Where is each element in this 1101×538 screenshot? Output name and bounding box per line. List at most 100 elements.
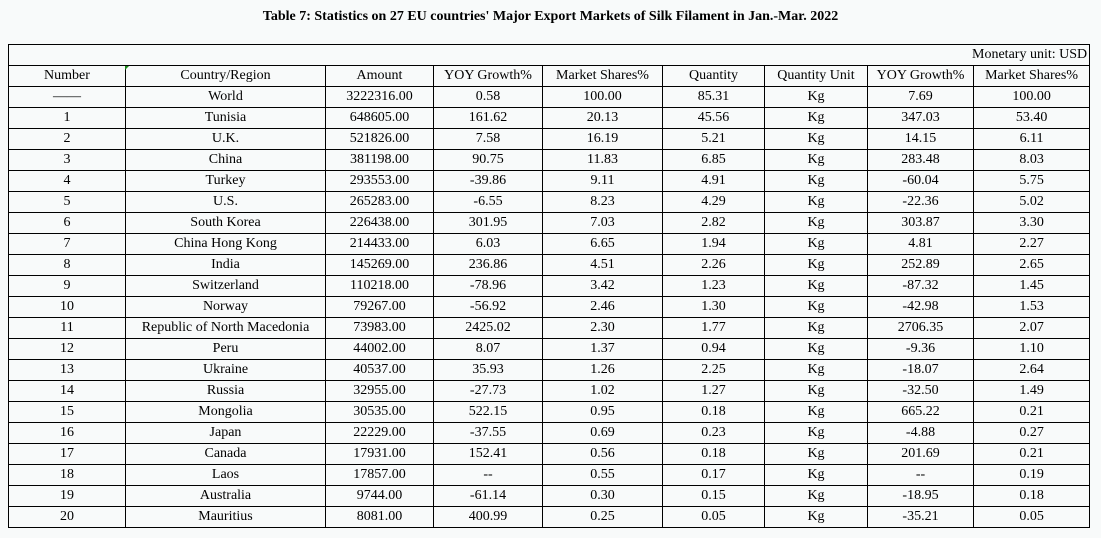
table-cell: Russia: [125, 380, 326, 402]
table-cell: Kg: [764, 338, 868, 360]
table-cell: 214433.00: [325, 233, 434, 255]
table-cell: 53.40: [972, 107, 1091, 129]
table-cell: 15: [8, 401, 126, 423]
table-cell: Mongolia: [125, 401, 326, 423]
table-cell: 9: [8, 275, 126, 297]
table-cell: 1.30: [662, 296, 765, 318]
table-cell: -32.50: [867, 380, 974, 402]
table-cell: 1.23: [662, 275, 765, 297]
table-cell: -18.95: [867, 485, 974, 507]
table-cell: 2.65: [972, 254, 1091, 276]
table-cell: U.S.: [125, 191, 326, 213]
table-cell: 0.58: [433, 86, 543, 108]
table-cell: 8.07: [433, 338, 543, 360]
table-row: 19 Australia 9744.00 -61.14 0.30 0.15 Kg -18.95…: [8, 485, 1091, 507]
table-cell: 9.11: [542, 170, 663, 192]
table-cell: Kg: [764, 107, 868, 129]
table-cell: 301.95: [433, 212, 543, 234]
table-cell: Kg: [764, 254, 868, 276]
table-cell: Australia: [125, 485, 326, 507]
table-cell: 90.75: [433, 149, 543, 171]
table-cell: Kg: [764, 170, 868, 192]
table-cell: 16.19: [542, 128, 663, 150]
table-cell: 4.29: [662, 191, 765, 213]
table-cell: 13: [8, 359, 126, 381]
table-cell: Kg: [764, 149, 868, 171]
table-cell: 283.48: [867, 149, 974, 171]
table-cell: 5.75: [972, 170, 1091, 192]
table-cell: 648605.00: [325, 107, 434, 129]
table-cell: 3222316.00: [325, 86, 434, 108]
table-cell: 522.15: [433, 401, 543, 423]
table-cell: Kg: [764, 233, 868, 255]
table-cell: 8.03: [972, 149, 1091, 171]
table-row: 9 Switzerland 110218.00 -78.96 3.42 1.23 Kg -87…: [8, 275, 1091, 297]
table-cell: 17857.00: [325, 464, 434, 486]
table-cell: -4.88: [867, 422, 974, 444]
table-cell: 6.03: [433, 233, 543, 255]
table-cell: Kg: [764, 464, 868, 486]
table-cell: 79267.00: [325, 296, 434, 318]
table-cell: 521826.00: [325, 128, 434, 150]
table-cell: 303.87: [867, 212, 974, 234]
table-cell: Kg: [764, 359, 868, 381]
table-cell: 0.94: [662, 338, 765, 360]
table-cell: Kg: [764, 128, 868, 150]
table-cell: 5.21: [662, 128, 765, 150]
table-row: 17 Canada 17931.00 152.41 0.56 0.18 Kg 201.69 0.…: [8, 443, 1091, 465]
table-cell: 0.05: [972, 506, 1091, 528]
table-cell: Kg: [764, 275, 868, 297]
table-row: 14 Russia 32955.00 -27.73 1.02 1.27 Kg -32.50 1.…: [8, 380, 1091, 402]
table-cell: Ukraine: [125, 359, 326, 381]
table-cell: 6.65: [542, 233, 663, 255]
table-cell: 0.30: [542, 485, 663, 507]
table-cell: 5.02: [972, 191, 1091, 213]
table-cell: -9.36: [867, 338, 974, 360]
table-row: 16 Japan 22229.00 -37.55 0.69 0.23 Kg -4.88 0.27: [8, 422, 1091, 444]
column-header: Country/Region: [125, 65, 326, 87]
table-cell: 1.77: [662, 317, 765, 339]
table-cell: 6.11: [972, 128, 1091, 150]
column-header: Amount: [325, 65, 434, 87]
table-cell: 9744.00: [325, 485, 434, 507]
table-cell: 35.93: [433, 359, 543, 381]
table-cell: -37.55: [433, 422, 543, 444]
table-cell: 3: [8, 149, 126, 171]
table-cell: 1.94: [662, 233, 765, 255]
table-cell: 8.23: [542, 191, 663, 213]
table-cell: Kg: [764, 506, 868, 528]
table-cell: 0.05: [662, 506, 765, 528]
table-cell: 10: [8, 296, 126, 318]
table-cell: 6.85: [662, 149, 765, 171]
table-cell: 0.56: [542, 443, 663, 465]
table-row: 4 Turkey 293553.00 -39.86 9.11 4.91 Kg -60.04 5.…: [8, 170, 1091, 192]
table-cell: 3.42: [542, 275, 663, 297]
table-cell: 2.27: [972, 233, 1091, 255]
table-cell: -78.96: [433, 275, 543, 297]
table-cell: 0.17: [662, 464, 765, 486]
table-cell: 381198.00: [325, 149, 434, 171]
table-cell: 252.89: [867, 254, 974, 276]
table-cell: Switzerland: [125, 275, 326, 297]
table-cell: 2.64: [972, 359, 1091, 381]
table-cell: -22.36: [867, 191, 974, 213]
table-cell: 236.86: [433, 254, 543, 276]
cell-comment-marker-icon: [125, 66, 129, 70]
table-cell: India: [125, 254, 326, 276]
table-cell: 4: [8, 170, 126, 192]
table-cell: 11.83: [542, 149, 663, 171]
table-cell: Kg: [764, 422, 868, 444]
table-cell: 1.49: [972, 380, 1091, 402]
table-row: 11 Republic of North Macedonia 73983.00 242…: [8, 317, 1091, 339]
table-cell: --: [867, 464, 974, 486]
table-cell: 0.69: [542, 422, 663, 444]
table-cell: Mauritius: [125, 506, 326, 528]
table-row: 12 Peru 44002.00 8.07 1.37 0.94 Kg -9.36 1.10: [8, 338, 1091, 360]
table-cell: 100.00: [972, 86, 1091, 108]
table-cell: -27.73: [433, 380, 543, 402]
table-cell: Kg: [764, 401, 868, 423]
table-cell: Turkey: [125, 170, 326, 192]
monetary-unit: Monetary unit: USD: [7, 44, 1091, 66]
column-header: Number: [8, 65, 126, 87]
table-cell: Republic of North Macedonia: [125, 317, 326, 339]
